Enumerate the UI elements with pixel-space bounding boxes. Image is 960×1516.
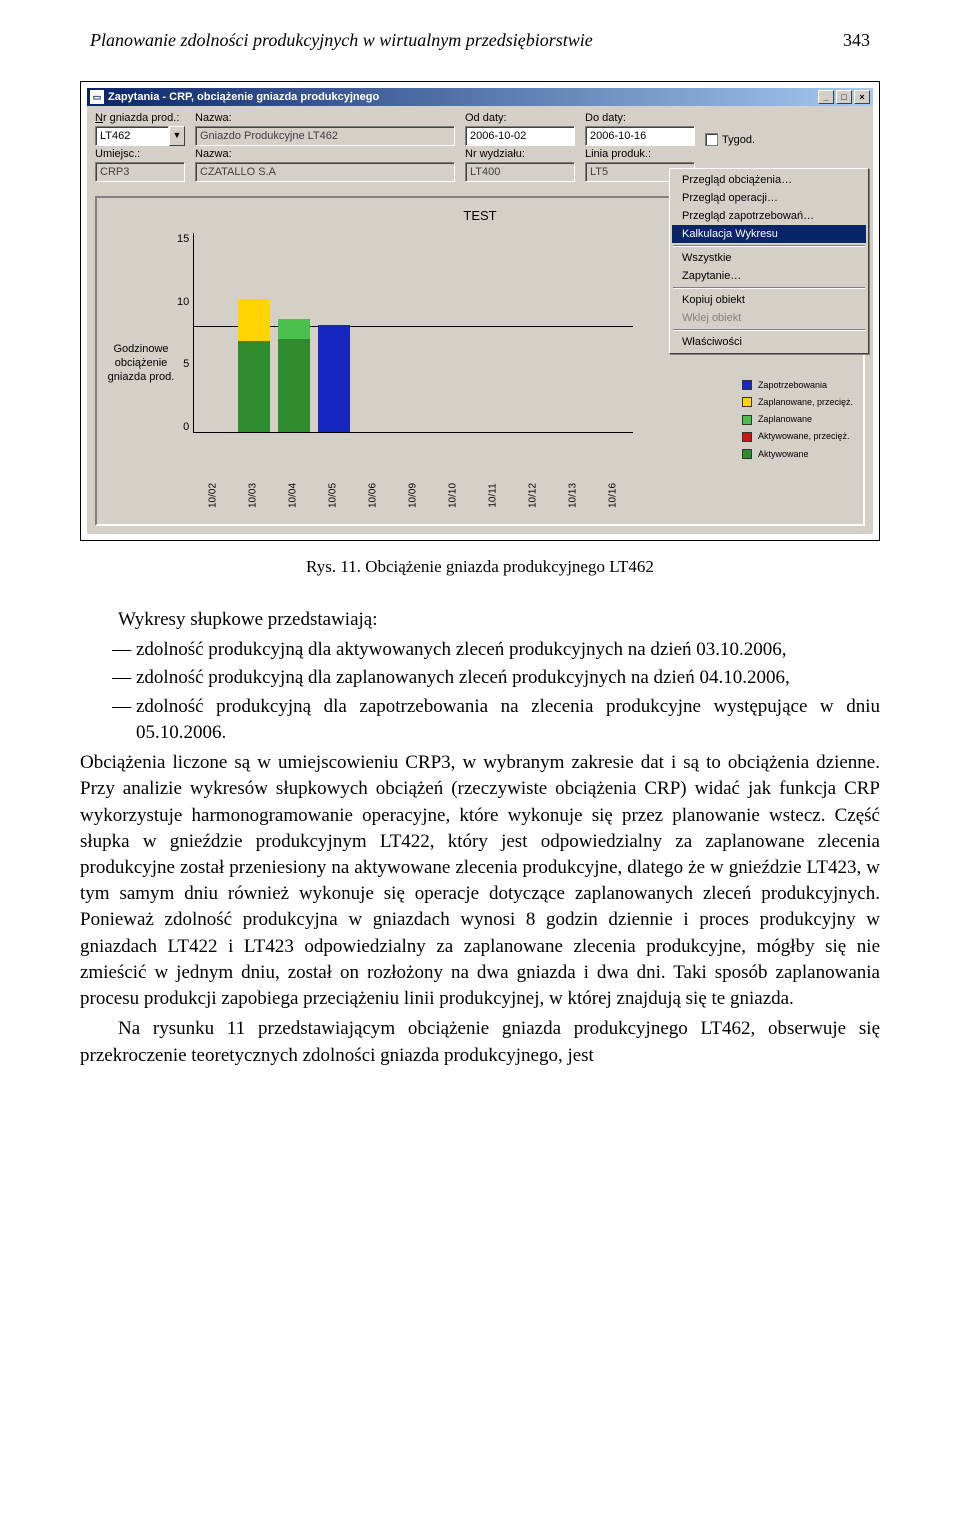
tygod-box-icon (705, 133, 718, 146)
nazwa2-input: CZATALLO S.A (195, 162, 455, 182)
x-tick: 10/05 (328, 476, 339, 516)
label-nr-gniazda: Nr gniazda prod.: (95, 112, 185, 124)
label-do-daty: Do daty: (585, 112, 695, 124)
legend-item: Aktywowane (742, 447, 853, 462)
list-item: zdolność produkcyjną dla aktywowanych zl… (136, 637, 880, 663)
bar-segment (238, 299, 270, 342)
maximize-button[interactable]: □ (836, 90, 852, 104)
legend-label: Zaplanowane, przecięż. (758, 395, 853, 410)
context-menu-item[interactable]: Kalkulacja Wykresu (672, 225, 866, 243)
x-tick: 10/16 (608, 476, 619, 516)
context-menu: Przegląd obciążenia…Przegląd operacji…Pr… (669, 168, 869, 354)
minimize-button[interactable]: _ (818, 90, 834, 104)
y-tick: 15 (177, 233, 189, 245)
context-menu-item[interactable]: Zapytanie… (672, 267, 866, 285)
x-tick: 10/02 (208, 476, 219, 516)
label-nr-wydzialu: Nr wydziału: (465, 148, 575, 160)
nazwa1-input: Gniazdo Produkcyjne LT462 (195, 126, 455, 146)
legend-item: Zapotrzebowania (742, 378, 853, 393)
x-tick: 10/09 (408, 476, 419, 516)
x-tick: 10/12 (528, 476, 539, 516)
screenshot-container: ▭ Zapytania - CRP, obciążenie gniazda pr… (80, 81, 880, 541)
form-panel: Nr gniazda prod.: LT462 ▼ Nazwa: Gniazdo… (87, 106, 873, 192)
nr-gniazda-input[interactable]: LT462 (95, 126, 169, 146)
chart-legend: Zapotrzebowania Zaplanowane, przecięż. Zap… (742, 378, 853, 464)
paragraph-1: Obciążenia liczone są w umiejscowieniu C… (80, 750, 880, 1012)
x-tick: 10/03 (248, 476, 259, 516)
y-axis: 15 10 5 0 (177, 233, 193, 433)
close-button[interactable]: × (854, 90, 870, 104)
list-item: zdolność produkcyjną dla zaplanowanych z… (136, 665, 880, 691)
running-head-title: Planowanie zdolności produkcyjnych w wir… (90, 30, 593, 51)
x-tick: 10/06 (368, 476, 379, 516)
plot: 10/0210/0310/0410/0510/0610/0910/1010/11… (193, 233, 633, 453)
context-menu-item[interactable]: Wszystkie (672, 249, 866, 267)
tygod-label: Tygod. (722, 134, 755, 146)
x-tick: 10/04 (288, 476, 299, 516)
y-tick: 10 (177, 296, 189, 308)
x-axis: 10/0210/0310/0410/0510/0610/0910/1010/11… (193, 472, 633, 501)
legend-label: Zaplanowane (758, 412, 812, 427)
bar-segment (278, 339, 310, 432)
list-item: zdolność produkcyjną dla zapotrzebowania… (136, 694, 880, 746)
legend-swatch-icon (742, 449, 752, 459)
bar-segment (238, 341, 270, 432)
body-text: Wykresy słupkowe przedstawiają: zdolność… (80, 607, 880, 1069)
context-menu-item[interactable]: Przegląd obciążenia… (672, 171, 866, 189)
context-menu-separator (673, 245, 865, 247)
paragraph-2: Na rysunku 11 przedstawiającym obciążeni… (80, 1016, 880, 1068)
legend-swatch-icon (742, 397, 752, 407)
legend-swatch-icon (742, 415, 752, 425)
context-menu-item[interactable]: Przegląd operacji… (672, 189, 866, 207)
legend-swatch-icon (742, 380, 752, 390)
label-linia: Linia produk.: (585, 148, 695, 160)
page-number: 343 (843, 30, 870, 51)
window-title: Zapytania - CRP, obciążenie gniazda prod… (108, 91, 818, 103)
nr-wydzialu-input: LT400 (465, 162, 575, 182)
legend-item: Aktywowane, przecięż. (742, 429, 853, 444)
label-umiejsc: Umiejsc.: (95, 148, 185, 160)
figure-caption: Rys. 11. Obciążenie gniazda produkcyjneg… (80, 557, 880, 577)
intro-line: Wykresy słupkowe przedstawiają: (80, 607, 880, 633)
label-nazwa1: Nazwa: (195, 112, 455, 124)
label-od-daty: Od daty: (465, 112, 575, 124)
legend-label: Zapotrzebowania (758, 378, 827, 393)
y-tick: 0 (183, 421, 189, 433)
bar-segment (278, 319, 310, 339)
y-axis-label: Godzinowe obciążenie gniazda prod. (105, 233, 177, 493)
y-tick: 5 (183, 358, 189, 370)
legend-item: Zaplanowane, przecięż. (742, 395, 853, 410)
umiejsc-input: CRP3 (95, 162, 185, 182)
x-tick: 10/13 (568, 476, 579, 516)
bar-segment (318, 325, 350, 432)
app-icon: ▭ (90, 90, 104, 104)
context-menu-item[interactable]: Przegląd zapotrzebowań… (672, 207, 866, 225)
window-titlebar: ▭ Zapytania - CRP, obciążenie gniazda pr… (87, 88, 873, 106)
x-tick: 10/11 (488, 476, 499, 516)
od-daty-input[interactable]: 2006-10-02 (465, 126, 575, 146)
context-menu-item[interactable]: Kopiuj obiekt (672, 291, 866, 309)
legend-swatch-icon (742, 432, 752, 442)
legend-label: Aktywowane (758, 447, 809, 462)
context-menu-separator (673, 287, 865, 289)
label-nazwa2: Nazwa: (195, 148, 455, 160)
do-daty-input[interactable]: 2006-10-16 (585, 126, 695, 146)
context-menu-item: Wklej obiekt (672, 309, 866, 327)
nr-gniazda-dropdown[interactable]: ▼ (169, 126, 185, 146)
x-tick: 10/10 (448, 476, 459, 516)
tygod-checkbox[interactable]: Tygod. (705, 133, 755, 146)
legend-item: Zaplanowane (742, 412, 853, 427)
legend-label: Aktywowane, przecięż. (758, 429, 850, 444)
context-menu-separator (673, 329, 865, 331)
context-menu-item[interactable]: Właściwości (672, 333, 866, 351)
